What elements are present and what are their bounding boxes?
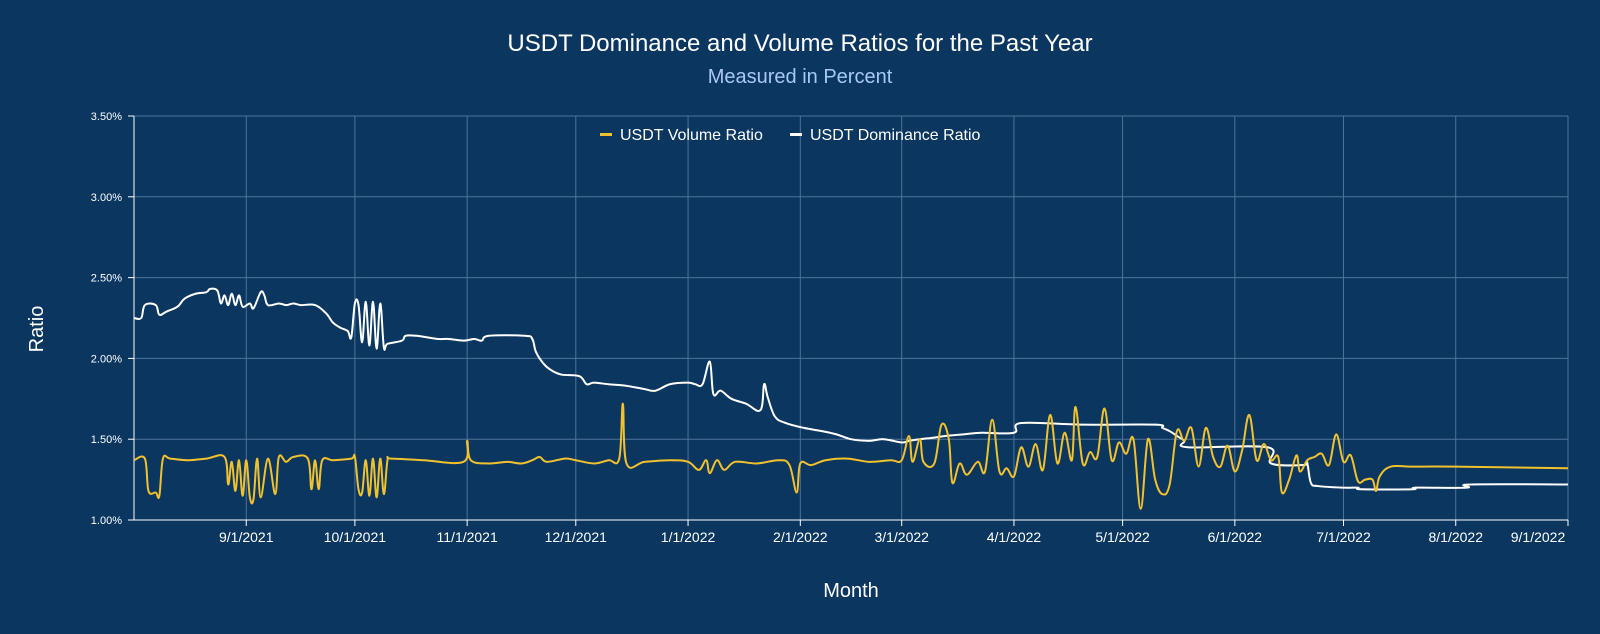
y-tick-label: 2.50%	[91, 273, 122, 285]
x-tick-label: 5/1/2022	[1095, 529, 1150, 545]
x-tick-label: 10/1/2021	[324, 529, 386, 545]
y-tick-label: 1.00%	[91, 515, 122, 527]
series-line-usdt-volume-ratio[interactable]	[133, 402, 1569, 510]
chart-subtitle: Measured in Percent	[708, 66, 893, 88]
series-line-usdt-dominance-ratio[interactable]	[133, 287, 1569, 491]
chart-title: USDT Dominance and Volume Ratios for the…	[507, 30, 1092, 57]
series-lines	[133, 287, 1569, 510]
x-tick-label: 4/1/2022	[987, 529, 1042, 545]
x-tick-label: 3/1/2022	[874, 529, 929, 545]
x-tick-label: 12/1/2021	[545, 529, 607, 545]
y-tick-label: 2.00%	[91, 353, 122, 365]
x-tick-label: 6/1/2022	[1208, 529, 1263, 545]
legend[interactable]: USDT Volume Ratio USDT Dominance Ratio	[600, 127, 981, 144]
x-tick-label: 11/1/2021	[437, 529, 498, 545]
y-tick-label: 3.50%	[91, 111, 122, 123]
x-tick-label: 7/1/2022	[1316, 529, 1371, 545]
x-axis-title: Month	[823, 580, 879, 602]
x-tick-label: 8/1/2022	[1428, 529, 1483, 545]
legend-item-usdt-dominance-ratio[interactable]: USDT Dominance Ratio	[790, 127, 981, 144]
x-tick-label: 2/1/2022	[773, 529, 828, 545]
legend-label: USDT Dominance Ratio	[810, 127, 981, 144]
x-tick-label: 9/1/2022	[1511, 529, 1566, 545]
y-tick-label: 1.50%	[91, 434, 122, 446]
legend-item-usdt-volume-ratio[interactable]: USDT Volume Ratio	[600, 127, 763, 144]
x-tick-label: 9/1/2021	[219, 529, 274, 545]
x-tick-label: 1/1/2022	[661, 529, 716, 545]
legend-swatch	[790, 133, 802, 136]
grid-lines	[134, 115, 1569, 521]
y-axis-title: Ratio	[26, 306, 48, 353]
y-tick-label: 3.00%	[91, 192, 122, 204]
legend-swatch	[600, 133, 612, 136]
legend-label: USDT Volume Ratio	[620, 127, 763, 144]
